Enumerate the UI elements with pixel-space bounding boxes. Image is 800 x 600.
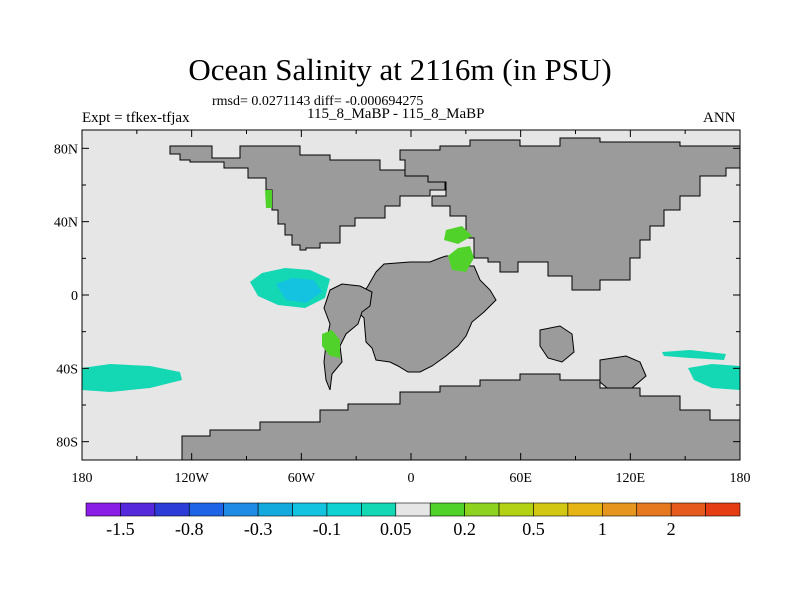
x-tick-label: 180 (72, 471, 93, 486)
land-masses (169, 137, 740, 460)
colorbar-swatch (188, 502, 224, 517)
colorbar-swatch (602, 502, 638, 517)
colorbar-swatch (670, 502, 706, 517)
colorbar-label: 0.2 (453, 519, 476, 539)
y-tick-label: 0 (71, 289, 78, 304)
anomaly-southwest-atlantic (322, 330, 340, 358)
colorbar: -1.5 -0.8 -0.3 -0.1 0.05 0.2 0.5 1 2 (85, 502, 741, 539)
anomaly-southwest-pacific-thin (662, 350, 726, 360)
map-axes: 180 120W 60W 0 60E 120E 180 80N 40N 0 40S 80S (54, 130, 751, 486)
rmsd-diff-stats: rmsd= 0.0271143 diff= -0.000694275 (212, 94, 424, 109)
landmass-eurasia (399, 137, 740, 291)
colorbar-swatch (326, 502, 362, 517)
colorbar-swatch (223, 502, 259, 517)
colorbar-swatch (636, 502, 672, 517)
colorbar-label: 1 (598, 519, 607, 539)
colorbar-swatch (154, 502, 190, 517)
landmass-north-america (169, 145, 446, 251)
colorbar-label: -0.1 (313, 519, 342, 539)
colorbar-swatch (533, 502, 569, 517)
anomaly-northeast-pacific-coast (265, 190, 272, 208)
x-tick-label: 60W (288, 471, 316, 486)
anomaly-south-pacific (82, 364, 182, 392)
colorbar-label: -1.5 (106, 519, 135, 539)
y-tick-label: 40N (54, 216, 78, 231)
x-tick-label: 60E (509, 471, 532, 486)
x-tick-label: 120W (175, 471, 210, 486)
colorbar-swatch (464, 502, 500, 517)
colorbar-swatch (361, 502, 397, 517)
colorbar-swatch (429, 502, 465, 517)
y-tick-label: 80S (56, 436, 78, 451)
salinity-anomalies (82, 190, 740, 392)
colorbar-swatch (705, 502, 741, 517)
x-tick-label: 180 (730, 471, 751, 486)
season-label: ANN (703, 110, 736, 126)
x-tick-label: 120E (616, 471, 646, 486)
landmass-africa (357, 255, 497, 373)
landmass-india (539, 325, 575, 363)
map-area (82, 130, 740, 460)
colorbar-label: 0.05 (380, 519, 412, 539)
colorbar-swatch (498, 502, 534, 517)
x-tick-label: 0 (408, 471, 415, 486)
anomaly-tethys-north (444, 226, 472, 244)
colorbar-swatch (120, 502, 156, 517)
y-tick-label: 80N (54, 142, 78, 157)
colorbar-swatch (292, 502, 328, 517)
plot-title: Ocean Salinity at 2116m (in PSU) (188, 52, 612, 87)
colorbar-swatch (395, 502, 431, 517)
y-tick-label: 40S (56, 362, 78, 377)
colorbar-swatch (257, 502, 293, 517)
colorbar-label: 0.5 (522, 519, 545, 539)
anomaly-tethys-south (448, 246, 474, 272)
colorbar-swatch (85, 502, 121, 517)
landmass-australia (599, 355, 647, 393)
anomaly-east-pacific-core (276, 278, 322, 303)
colorbar-label: -0.8 (175, 519, 204, 539)
anomaly-southwest-pacific (688, 364, 740, 390)
colorbar-swatch (567, 502, 603, 517)
landmass-antarctica (181, 373, 740, 460)
colorbar-label: -0.3 (244, 519, 273, 539)
colorbar-label: 2 (667, 519, 676, 539)
experiment-label: Expt = tfkex-tfjax (82, 110, 190, 126)
case-label: 115_8_MaBP - 115_8_MaBP (307, 106, 485, 122)
